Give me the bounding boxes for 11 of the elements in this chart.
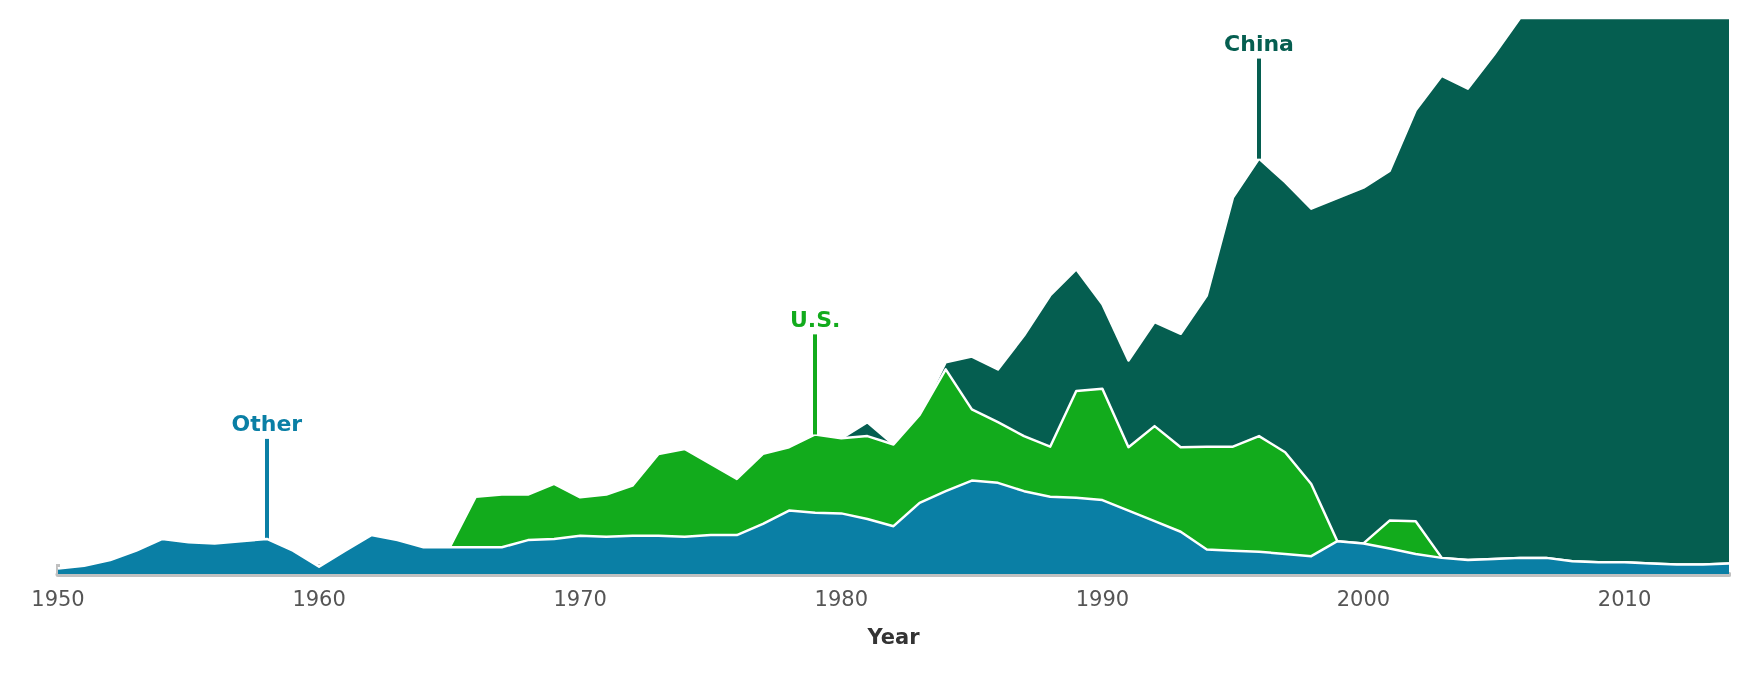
- x-tick-label: 1990: [1075, 586, 1130, 611]
- x-tick-label: 1970: [553, 586, 607, 611]
- x-tick-label: 1950: [31, 586, 85, 611]
- x-tick-label: 1980: [814, 586, 869, 611]
- annotation: China: [1224, 31, 1294, 57]
- x-tick-label: 1960: [292, 586, 346, 611]
- annotation: Other: [231, 411, 303, 437]
- x-tick-label: 2000: [1336, 586, 1391, 611]
- annotation: U.S.: [789, 306, 841, 332]
- x-axis-title: Year: [866, 624, 921, 649]
- x-tick-label: 2010: [1597, 586, 1652, 611]
